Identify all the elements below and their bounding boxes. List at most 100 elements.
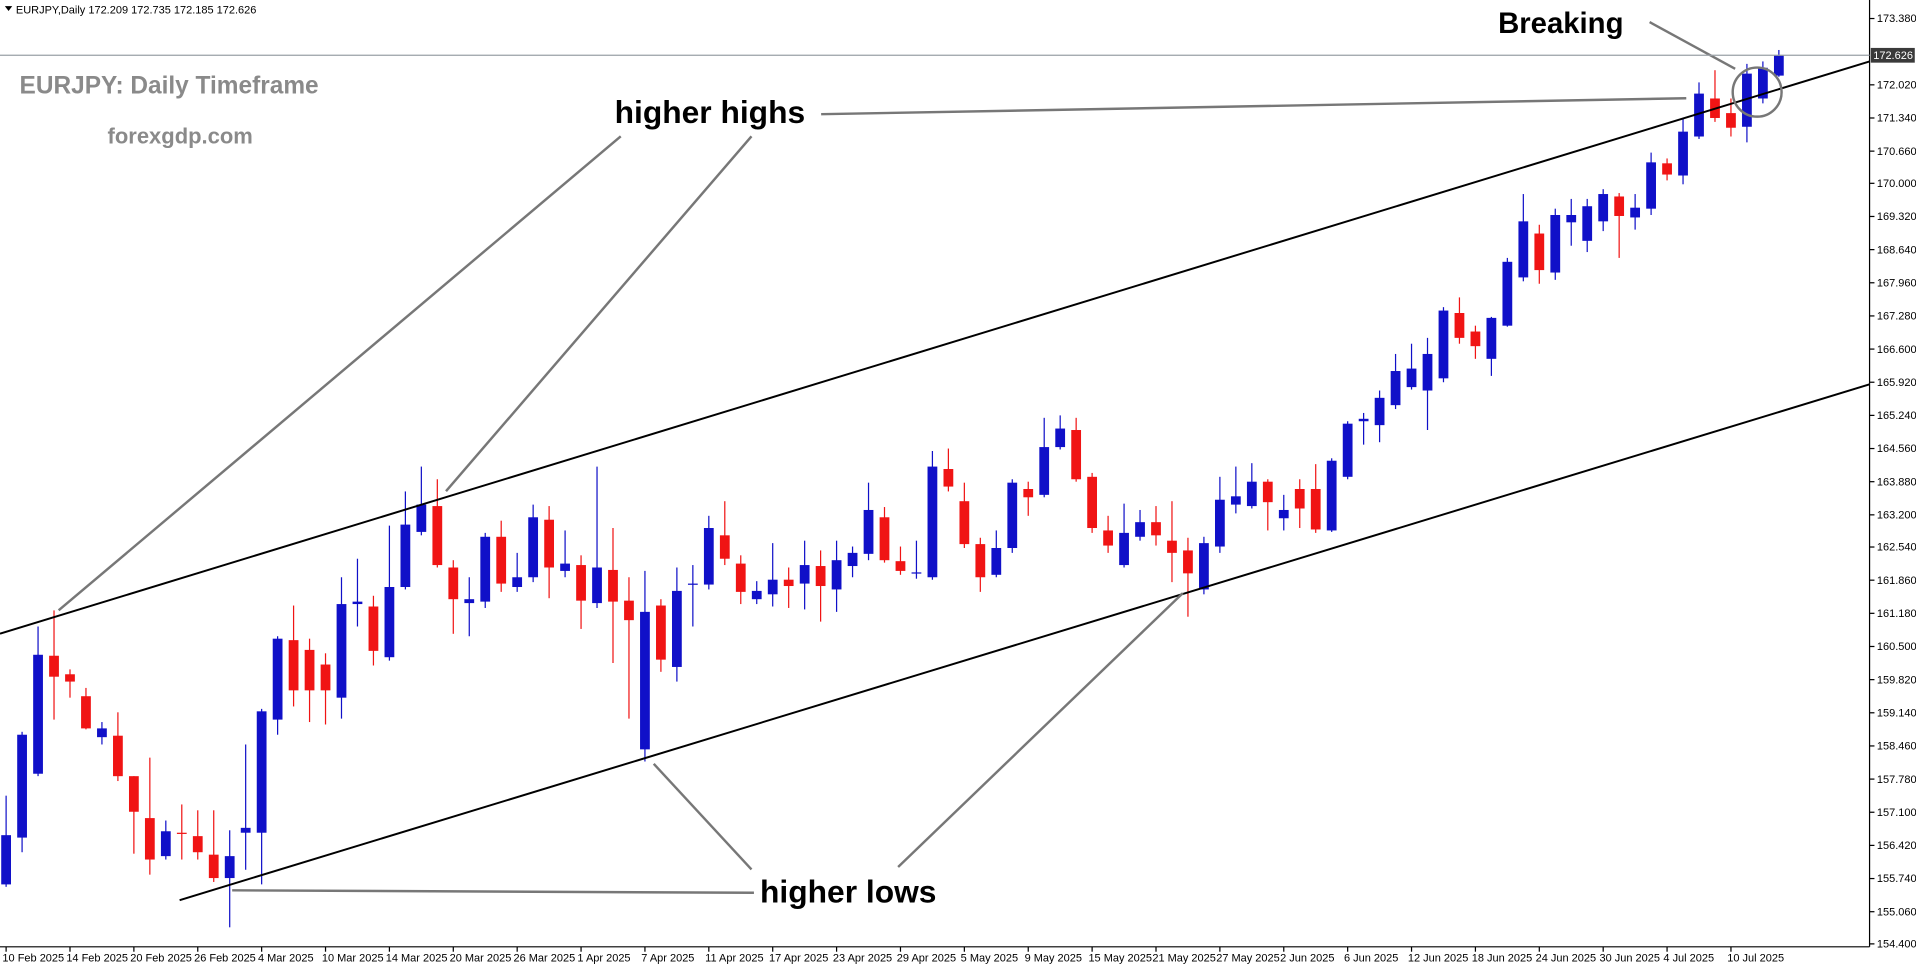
candle-body bbox=[560, 563, 570, 571]
x-tick-label: 26 Mar 2025 bbox=[514, 953, 576, 964]
candle-body bbox=[512, 577, 523, 588]
candle-body bbox=[1039, 447, 1050, 495]
plot-area bbox=[1, 49, 1784, 928]
y-tick-label: 167.280 bbox=[1877, 311, 1916, 323]
candle-body bbox=[352, 601, 363, 605]
y-tick-label: 157.780 bbox=[1877, 774, 1916, 786]
y-tick-label: 167.960 bbox=[1877, 277, 1916, 289]
candle-body bbox=[224, 856, 235, 879]
candle-body bbox=[1390, 371, 1401, 406]
candle-body bbox=[33, 654, 43, 774]
y-tick-label: 157.100 bbox=[1877, 807, 1916, 819]
candle-body bbox=[1310, 489, 1321, 530]
candle-body bbox=[1199, 543, 1209, 590]
x-tick-label: 2 Jun 2025 bbox=[1280, 953, 1334, 964]
y-tick-label: 164.560 bbox=[1877, 443, 1916, 455]
x-tick-label: 20 Mar 2025 bbox=[450, 953, 512, 964]
x-tick-label: 12 Jun 2025 bbox=[1408, 953, 1468, 964]
candle-body bbox=[336, 604, 347, 698]
candle-body bbox=[1438, 310, 1449, 379]
candle-body bbox=[624, 600, 634, 621]
candle-body bbox=[288, 640, 299, 691]
pointer-line bbox=[232, 889, 754, 895]
candle-body bbox=[368, 606, 379, 651]
candle-body bbox=[160, 831, 171, 857]
candle-body bbox=[1566, 215, 1577, 223]
x-tick-label: 14 Mar 2025 bbox=[386, 953, 448, 964]
x-tick-label: 26 Feb 2025 bbox=[194, 953, 256, 964]
y-tick-label: 161.860 bbox=[1877, 575, 1916, 587]
candle-body bbox=[1071, 430, 1082, 480]
x-tick-label: 1 Apr 2025 bbox=[577, 953, 630, 964]
candle-body bbox=[735, 563, 746, 592]
candle-body bbox=[1023, 489, 1034, 498]
candle-body bbox=[1294, 489, 1305, 509]
candle-body bbox=[1183, 550, 1193, 574]
y-tick-label: 155.060 bbox=[1877, 906, 1916, 918]
candle-body bbox=[1758, 67, 1768, 99]
candle-body bbox=[1726, 113, 1736, 128]
candle-body bbox=[416, 504, 427, 532]
candle-body bbox=[544, 519, 555, 568]
candle-body bbox=[176, 832, 187, 834]
candle-body bbox=[65, 674, 75, 682]
y-tick-label: 168.640 bbox=[1877, 244, 1916, 256]
x-tick-label: 14 Feb 2025 bbox=[66, 953, 128, 964]
candle-body bbox=[1342, 423, 1353, 477]
candle-body bbox=[528, 517, 539, 578]
y-tick-label: 161.180 bbox=[1877, 608, 1916, 620]
x-tick-label: 6 Jun 2025 bbox=[1344, 953, 1398, 964]
pointer-line bbox=[445, 135, 753, 493]
y-tick-label: 162.540 bbox=[1877, 542, 1916, 554]
candle-body bbox=[1742, 73, 1752, 127]
pointer-line bbox=[57, 135, 622, 612]
x-tick-label: 11 Apr 2025 bbox=[705, 953, 763, 964]
pointer-line bbox=[897, 592, 1184, 868]
menu-icon bbox=[4, 6, 13, 12]
candle-body bbox=[911, 572, 922, 574]
candle-body bbox=[1406, 368, 1417, 388]
candle-body bbox=[895, 561, 906, 571]
candle-body bbox=[1, 835, 11, 885]
candle-body bbox=[1326, 460, 1337, 531]
candle-body bbox=[1598, 194, 1609, 222]
candle-body bbox=[592, 567, 602, 604]
y-tick-label: 154.400 bbox=[1877, 939, 1916, 951]
candle-body bbox=[1678, 131, 1688, 176]
y-tick-label: 165.240 bbox=[1877, 410, 1916, 422]
candle-body bbox=[1518, 221, 1529, 278]
candle-body bbox=[464, 599, 475, 604]
candle-body bbox=[240, 827, 251, 833]
x-tick-label: 29 Apr 2025 bbox=[897, 953, 956, 964]
candle-body bbox=[1262, 481, 1273, 503]
candle-body bbox=[831, 560, 842, 590]
candle-body bbox=[991, 547, 1002, 575]
candle-body bbox=[1374, 397, 1385, 426]
candle-body bbox=[81, 696, 91, 729]
y-tick-label: 155.740 bbox=[1877, 873, 1916, 885]
candle-body bbox=[1358, 418, 1369, 422]
candle-body bbox=[1773, 55, 1784, 76]
candle-body bbox=[1502, 261, 1513, 326]
candle-body bbox=[1534, 233, 1545, 271]
x-tick-label: 4 Jul 2025 bbox=[1663, 953, 1714, 964]
candle-body bbox=[1582, 206, 1593, 241]
candle-body bbox=[1214, 499, 1225, 547]
candle-body bbox=[847, 552, 858, 567]
candle-body bbox=[1007, 482, 1018, 548]
candle-body bbox=[480, 536, 491, 602]
candle-body bbox=[1614, 196, 1625, 216]
candle-body bbox=[1470, 331, 1481, 347]
candle-body bbox=[863, 509, 874, 554]
upper-channel-line bbox=[0, 60, 1870, 635]
candle-body bbox=[1135, 522, 1145, 537]
candle-body bbox=[975, 544, 986, 578]
candle-body bbox=[400, 524, 411, 588]
y-tick-label: 165.920 bbox=[1877, 377, 1916, 389]
candle-body bbox=[496, 536, 507, 584]
candle-body bbox=[703, 528, 714, 585]
candle-body bbox=[17, 734, 27, 838]
y-tick-label: 163.200 bbox=[1877, 510, 1916, 522]
